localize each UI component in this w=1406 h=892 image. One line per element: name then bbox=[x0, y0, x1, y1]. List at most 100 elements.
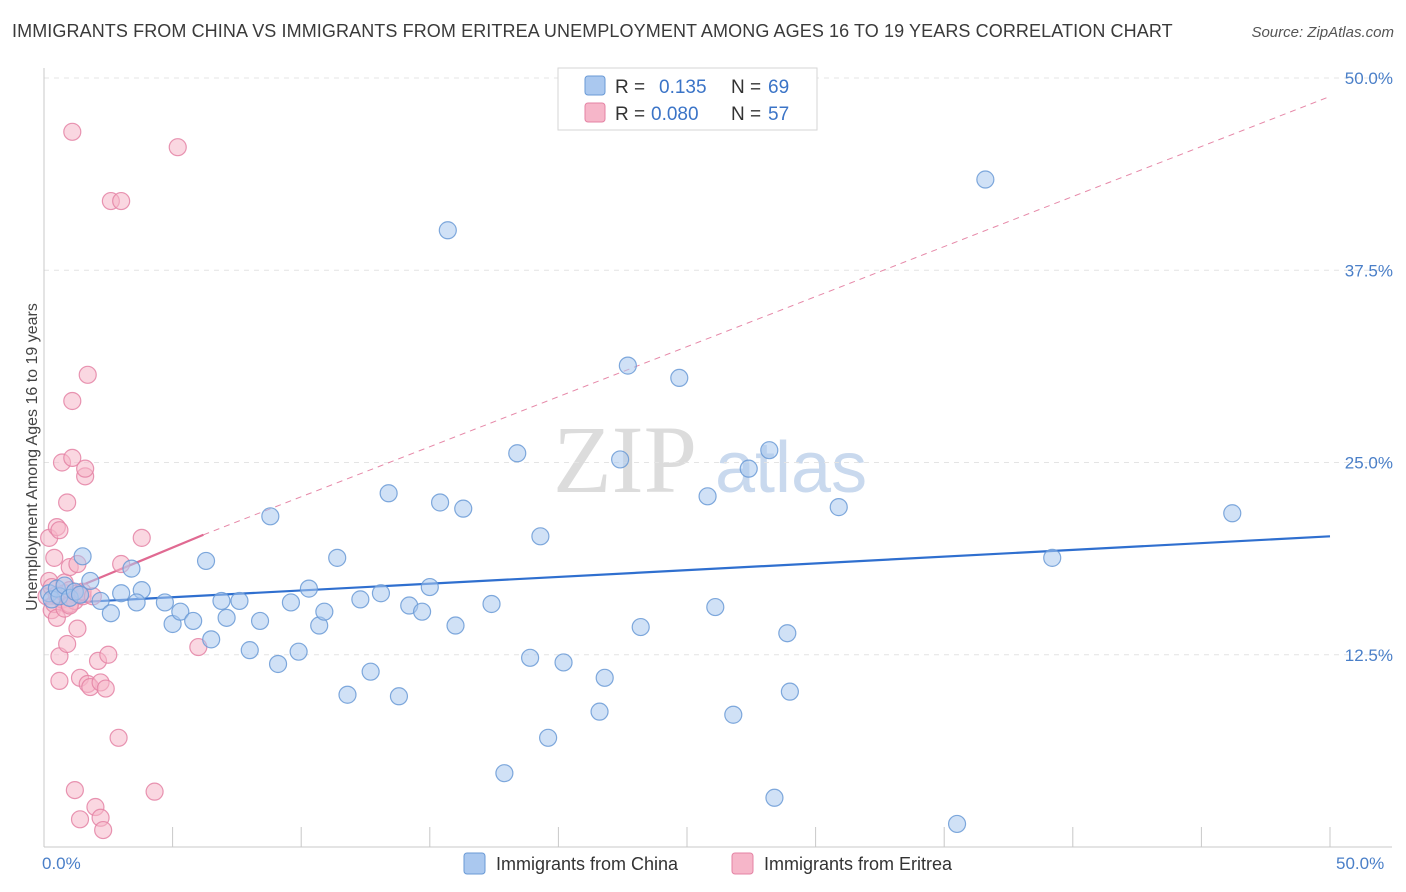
china-point-19 bbox=[184, 611, 203, 631]
eritrea-point-54 bbox=[168, 138, 187, 157]
eritrea-trend-line-extended bbox=[203, 95, 1331, 536]
china-point-46 bbox=[446, 616, 465, 635]
china-point-29 bbox=[281, 593, 301, 612]
x-tick-label-min: 0.0% bbox=[42, 854, 81, 873]
china-point-52 bbox=[531, 527, 550, 546]
legend-r-value-china: 0.135 bbox=[659, 77, 707, 98]
china-point-15 bbox=[127, 593, 146, 612]
china-point-62 bbox=[706, 597, 725, 617]
legend-swatch-eritrea bbox=[584, 102, 606, 123]
china-point-37 bbox=[361, 662, 380, 681]
china-point-54 bbox=[554, 653, 573, 672]
china-point-23 bbox=[217, 608, 236, 627]
legend-r-label-china: R = bbox=[615, 77, 645, 98]
eritrea-point-45 bbox=[94, 820, 113, 840]
china-point-48 bbox=[482, 594, 501, 614]
china-point-58 bbox=[618, 356, 637, 375]
china-point-43 bbox=[420, 577, 439, 597]
chart-title: IMMIGRANTS FROM CHINA VS IMMIGRANTS FROM… bbox=[12, 21, 1173, 41]
china-point-55 bbox=[590, 702, 609, 721]
china-point-13 bbox=[122, 559, 141, 578]
china-point-64 bbox=[739, 459, 758, 478]
china-point-60 bbox=[670, 368, 689, 388]
china-point-44 bbox=[430, 493, 450, 512]
china-point-34 bbox=[328, 548, 347, 567]
china-point-10 bbox=[91, 591, 110, 611]
eritrea-point-26 bbox=[65, 780, 84, 800]
china-point-73 bbox=[1223, 504, 1242, 523]
eritrea-point-53 bbox=[145, 782, 164, 801]
eritrea-point-29 bbox=[68, 619, 87, 638]
china-point-36 bbox=[351, 590, 370, 609]
china-point-45 bbox=[438, 221, 457, 240]
china-point-47 bbox=[454, 499, 473, 518]
legend: R = 0.135 N = 69 R = 0.080 N = 57 bbox=[557, 67, 818, 131]
eritrea-point-47 bbox=[99, 645, 118, 664]
y-tick-label-1: 25.0% bbox=[1345, 454, 1393, 473]
china-point-39 bbox=[379, 484, 398, 503]
watermark-atlas: atlas bbox=[715, 428, 867, 508]
china-point-66 bbox=[765, 788, 784, 807]
eritrea-point-18 bbox=[58, 493, 77, 512]
eritrea-point-23 bbox=[63, 391, 82, 411]
bottom-legend-swatch-eritrea bbox=[731, 852, 754, 875]
china-point-61 bbox=[698, 487, 717, 506]
china-point-21 bbox=[202, 630, 221, 649]
china-point-50 bbox=[508, 444, 527, 463]
china-point-33 bbox=[315, 602, 334, 621]
china-trend-line bbox=[43, 535, 1331, 606]
china-point-7 bbox=[70, 585, 90, 604]
china-point-68 bbox=[780, 682, 799, 701]
eritrea-point-49 bbox=[109, 728, 128, 747]
eritrea-point-32 bbox=[70, 810, 90, 829]
legend-r-value-eritrea: 0.080 bbox=[651, 104, 699, 125]
china-point-20 bbox=[196, 551, 216, 571]
china-point-12 bbox=[112, 584, 131, 603]
china-point-51 bbox=[521, 648, 540, 667]
source-credit: Source: ZipAtlas.com bbox=[1251, 24, 1394, 41]
eritrea-point-52 bbox=[132, 528, 151, 547]
china-point-49 bbox=[495, 764, 514, 783]
china-point-18 bbox=[171, 602, 190, 621]
trend-lines bbox=[43, 95, 1331, 606]
legend-n-label-eritrea: N = bbox=[731, 104, 761, 125]
china-point-22 bbox=[212, 591, 231, 611]
y-tick-labels: 12.5% 25.0% 37.5% 50.0% bbox=[1345, 69, 1393, 665]
china-point-35 bbox=[338, 685, 357, 704]
legend-r-label-eritrea: R = bbox=[615, 104, 645, 125]
china-point-53 bbox=[539, 728, 558, 747]
eritrea-point-46 bbox=[96, 679, 115, 698]
china-point-30 bbox=[289, 642, 308, 661]
china-point-65 bbox=[760, 441, 779, 460]
china-point-27 bbox=[261, 507, 280, 526]
china-point-28 bbox=[268, 654, 288, 674]
eritrea-point-11 bbox=[50, 671, 69, 690]
china-point-57 bbox=[611, 450, 630, 469]
y-tick-label-3: 50.0% bbox=[1345, 69, 1393, 88]
china-point-40 bbox=[389, 687, 409, 706]
china-point-59 bbox=[631, 617, 650, 637]
china-point-9 bbox=[81, 571, 100, 591]
eritrea-point-12 bbox=[50, 521, 69, 540]
legend-n-label-china: N = bbox=[731, 77, 761, 98]
china-point-16 bbox=[155, 593, 174, 612]
y-axis-label: Unemployment Among Ages 16 to 19 years bbox=[24, 303, 41, 611]
bottom-legend-label-china: Immigrants from China bbox=[496, 854, 679, 874]
china-point-72 bbox=[1043, 548, 1062, 567]
eritrea-point-38 bbox=[78, 365, 97, 384]
china-point-70 bbox=[947, 814, 967, 834]
china-point-26 bbox=[250, 611, 270, 631]
china-point-11 bbox=[101, 604, 120, 623]
eritrea-point-24 bbox=[63, 448, 82, 467]
eritrea-point-50 bbox=[112, 191, 131, 211]
eritrea-point-36 bbox=[76, 459, 95, 478]
china-point-56 bbox=[595, 668, 614, 687]
china-points bbox=[40, 170, 1242, 834]
china-point-42 bbox=[412, 602, 432, 621]
china-point-24 bbox=[230, 591, 249, 611]
china-point-38 bbox=[371, 584, 391, 603]
china-point-69 bbox=[829, 498, 848, 517]
eritrea-point-25 bbox=[63, 122, 82, 141]
eritrea-points bbox=[37, 122, 208, 840]
